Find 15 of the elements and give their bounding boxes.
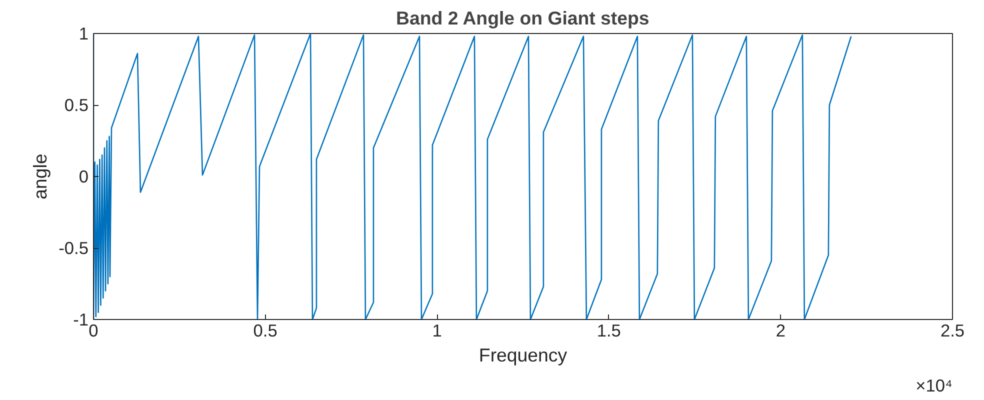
line-series — [94, 34, 852, 320]
y-tick-label: -0.5 — [58, 238, 88, 258]
x-axis-title: Frequency — [478, 344, 568, 366]
y-tick-label: -1 — [73, 310, 89, 330]
text: ×10⁴ — [916, 376, 953, 396]
y-tick-label: 0 — [78, 166, 89, 186]
x-tick-label: 1.5 — [596, 320, 621, 340]
y-tick-label: 0.5 — [64, 95, 89, 115]
x-tick-label: 2 — [776, 320, 786, 340]
x-tick-label: 2.5 — [940, 320, 965, 340]
chart-title: Band 2 Angle on Giant steps — [396, 8, 650, 28]
y-tick-label: 1 — [78, 24, 89, 44]
x-tick-label: 1 — [432, 320, 442, 340]
y-axis-title: angle — [30, 154, 51, 200]
x-tick-label: 0.5 — [253, 320, 278, 340]
